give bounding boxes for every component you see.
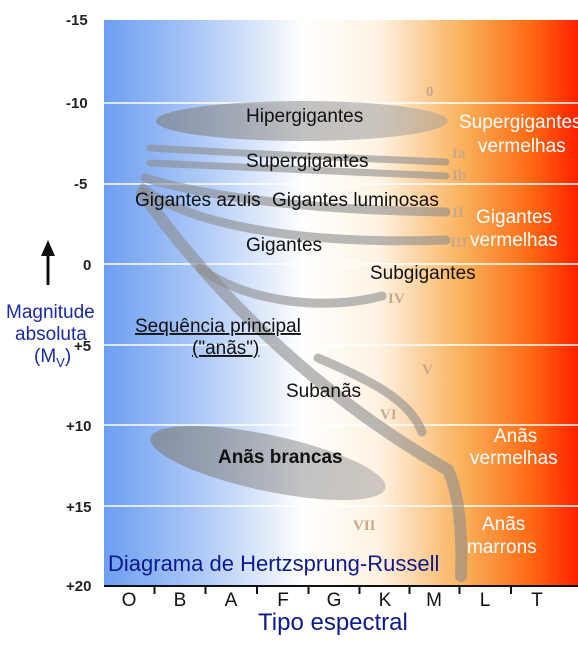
y-tick-label: -10 xyxy=(66,95,88,112)
y-tick-label: 0 xyxy=(83,257,91,274)
x-tick-label: O xyxy=(122,590,137,611)
supergiants-label: Supergigantes xyxy=(246,151,369,172)
subgiants-label: Subgigantes xyxy=(370,263,476,284)
bright-giants-label: Gigantes luminosas xyxy=(272,190,439,211)
x-tick-label: L xyxy=(480,590,491,611)
y-tick-label: -5 xyxy=(74,176,87,193)
y-axis-label-line2: absoluta xyxy=(15,324,87,345)
hypergiants-label: Hipergigantes xyxy=(246,106,363,127)
y-tick-label: +15 xyxy=(66,499,91,516)
class-label: Ib xyxy=(452,168,466,184)
x-tick-label: B xyxy=(174,590,187,611)
white-dwarfs-band xyxy=(150,425,386,501)
main-sequence-band xyxy=(136,187,468,582)
subdwarfs-label: Subanãs xyxy=(286,381,361,402)
white-dwarfs-label: Anãs brancas xyxy=(218,447,343,468)
region-labels: Hipergigantes Supergigantes Gigantes azu… xyxy=(135,106,476,468)
giants-band xyxy=(138,183,451,246)
class-label: Ia xyxy=(452,146,466,162)
supergiants-ia-band xyxy=(146,144,450,166)
y-tick-label: +10 xyxy=(66,418,91,435)
red-giants-label: vermelhas xyxy=(470,230,558,251)
blue-giants-label: Gigantes azuis xyxy=(135,190,261,211)
y-tick-label: +20 xyxy=(66,578,91,595)
class-label: III xyxy=(450,235,468,251)
brown-dwarfs-label: Anãs xyxy=(482,514,525,535)
class-label: II xyxy=(452,205,464,221)
red-supergiants-label: vermelhas xyxy=(478,136,566,157)
x-tick-label: F xyxy=(277,590,289,611)
supergiants-ib-band xyxy=(146,159,450,180)
red-supergiants-label: Supergigantes xyxy=(459,112,578,133)
luminosity-classes: 0 Ia Ib II III IV V VI VII xyxy=(353,84,468,534)
up-arrow-icon xyxy=(41,240,55,285)
class-label: 0 xyxy=(426,84,434,100)
y-axis-label-close: ) xyxy=(65,346,71,367)
y-axis-ticks: -15 -10 -5 0 +5 +10 +15 +20 xyxy=(66,12,91,595)
x-tick-label: A xyxy=(225,590,238,611)
y-axis-title: Magnitude absoluta (MV) xyxy=(6,240,95,370)
class-label: IV xyxy=(388,291,405,307)
subdwarfs-band xyxy=(313,353,427,437)
x-tick-label: K xyxy=(379,590,392,611)
hypergiants-band xyxy=(156,101,448,141)
x-tick-label: M xyxy=(426,590,442,611)
edge-labels: Supergigantes vermelhas Gigantes vermelh… xyxy=(459,112,578,558)
y-axis-label-sub: V xyxy=(56,355,65,370)
giants-label: Gigantes xyxy=(246,235,322,256)
red-dwarfs-label: Anãs xyxy=(494,426,537,447)
class-label: VII xyxy=(353,518,376,534)
red-dwarfs-label: vermelhas xyxy=(470,448,558,469)
x-tick-label: T xyxy=(531,590,543,611)
red-giants-label: Gigantes xyxy=(476,207,552,228)
brown-dwarfs-label: marrons xyxy=(467,537,537,558)
y-axis-label-open: (M xyxy=(34,346,56,367)
class-label: V xyxy=(422,362,433,378)
bright-giants-band xyxy=(140,173,451,217)
x-axis: O B A F G K M L T Tipo espectral xyxy=(104,585,578,636)
main-sequence-sublabel: ("anãs") xyxy=(192,338,259,359)
x-tick-label: G xyxy=(327,590,342,611)
y-axis-label-line1: Magnitude xyxy=(6,302,95,323)
y-tick-label: +5 xyxy=(74,338,91,355)
x-axis-title: Tipo espectral xyxy=(258,609,408,636)
class-label: VI xyxy=(380,407,397,423)
main-sequence-label: Sequência principal xyxy=(135,316,301,337)
diagram-title: Diagrama de Hertzsprung-Russell xyxy=(108,551,439,576)
y-axis-label-line3: (MV) xyxy=(34,346,71,370)
y-tick-label: -15 xyxy=(66,12,88,29)
luminosity-bands xyxy=(136,101,468,582)
